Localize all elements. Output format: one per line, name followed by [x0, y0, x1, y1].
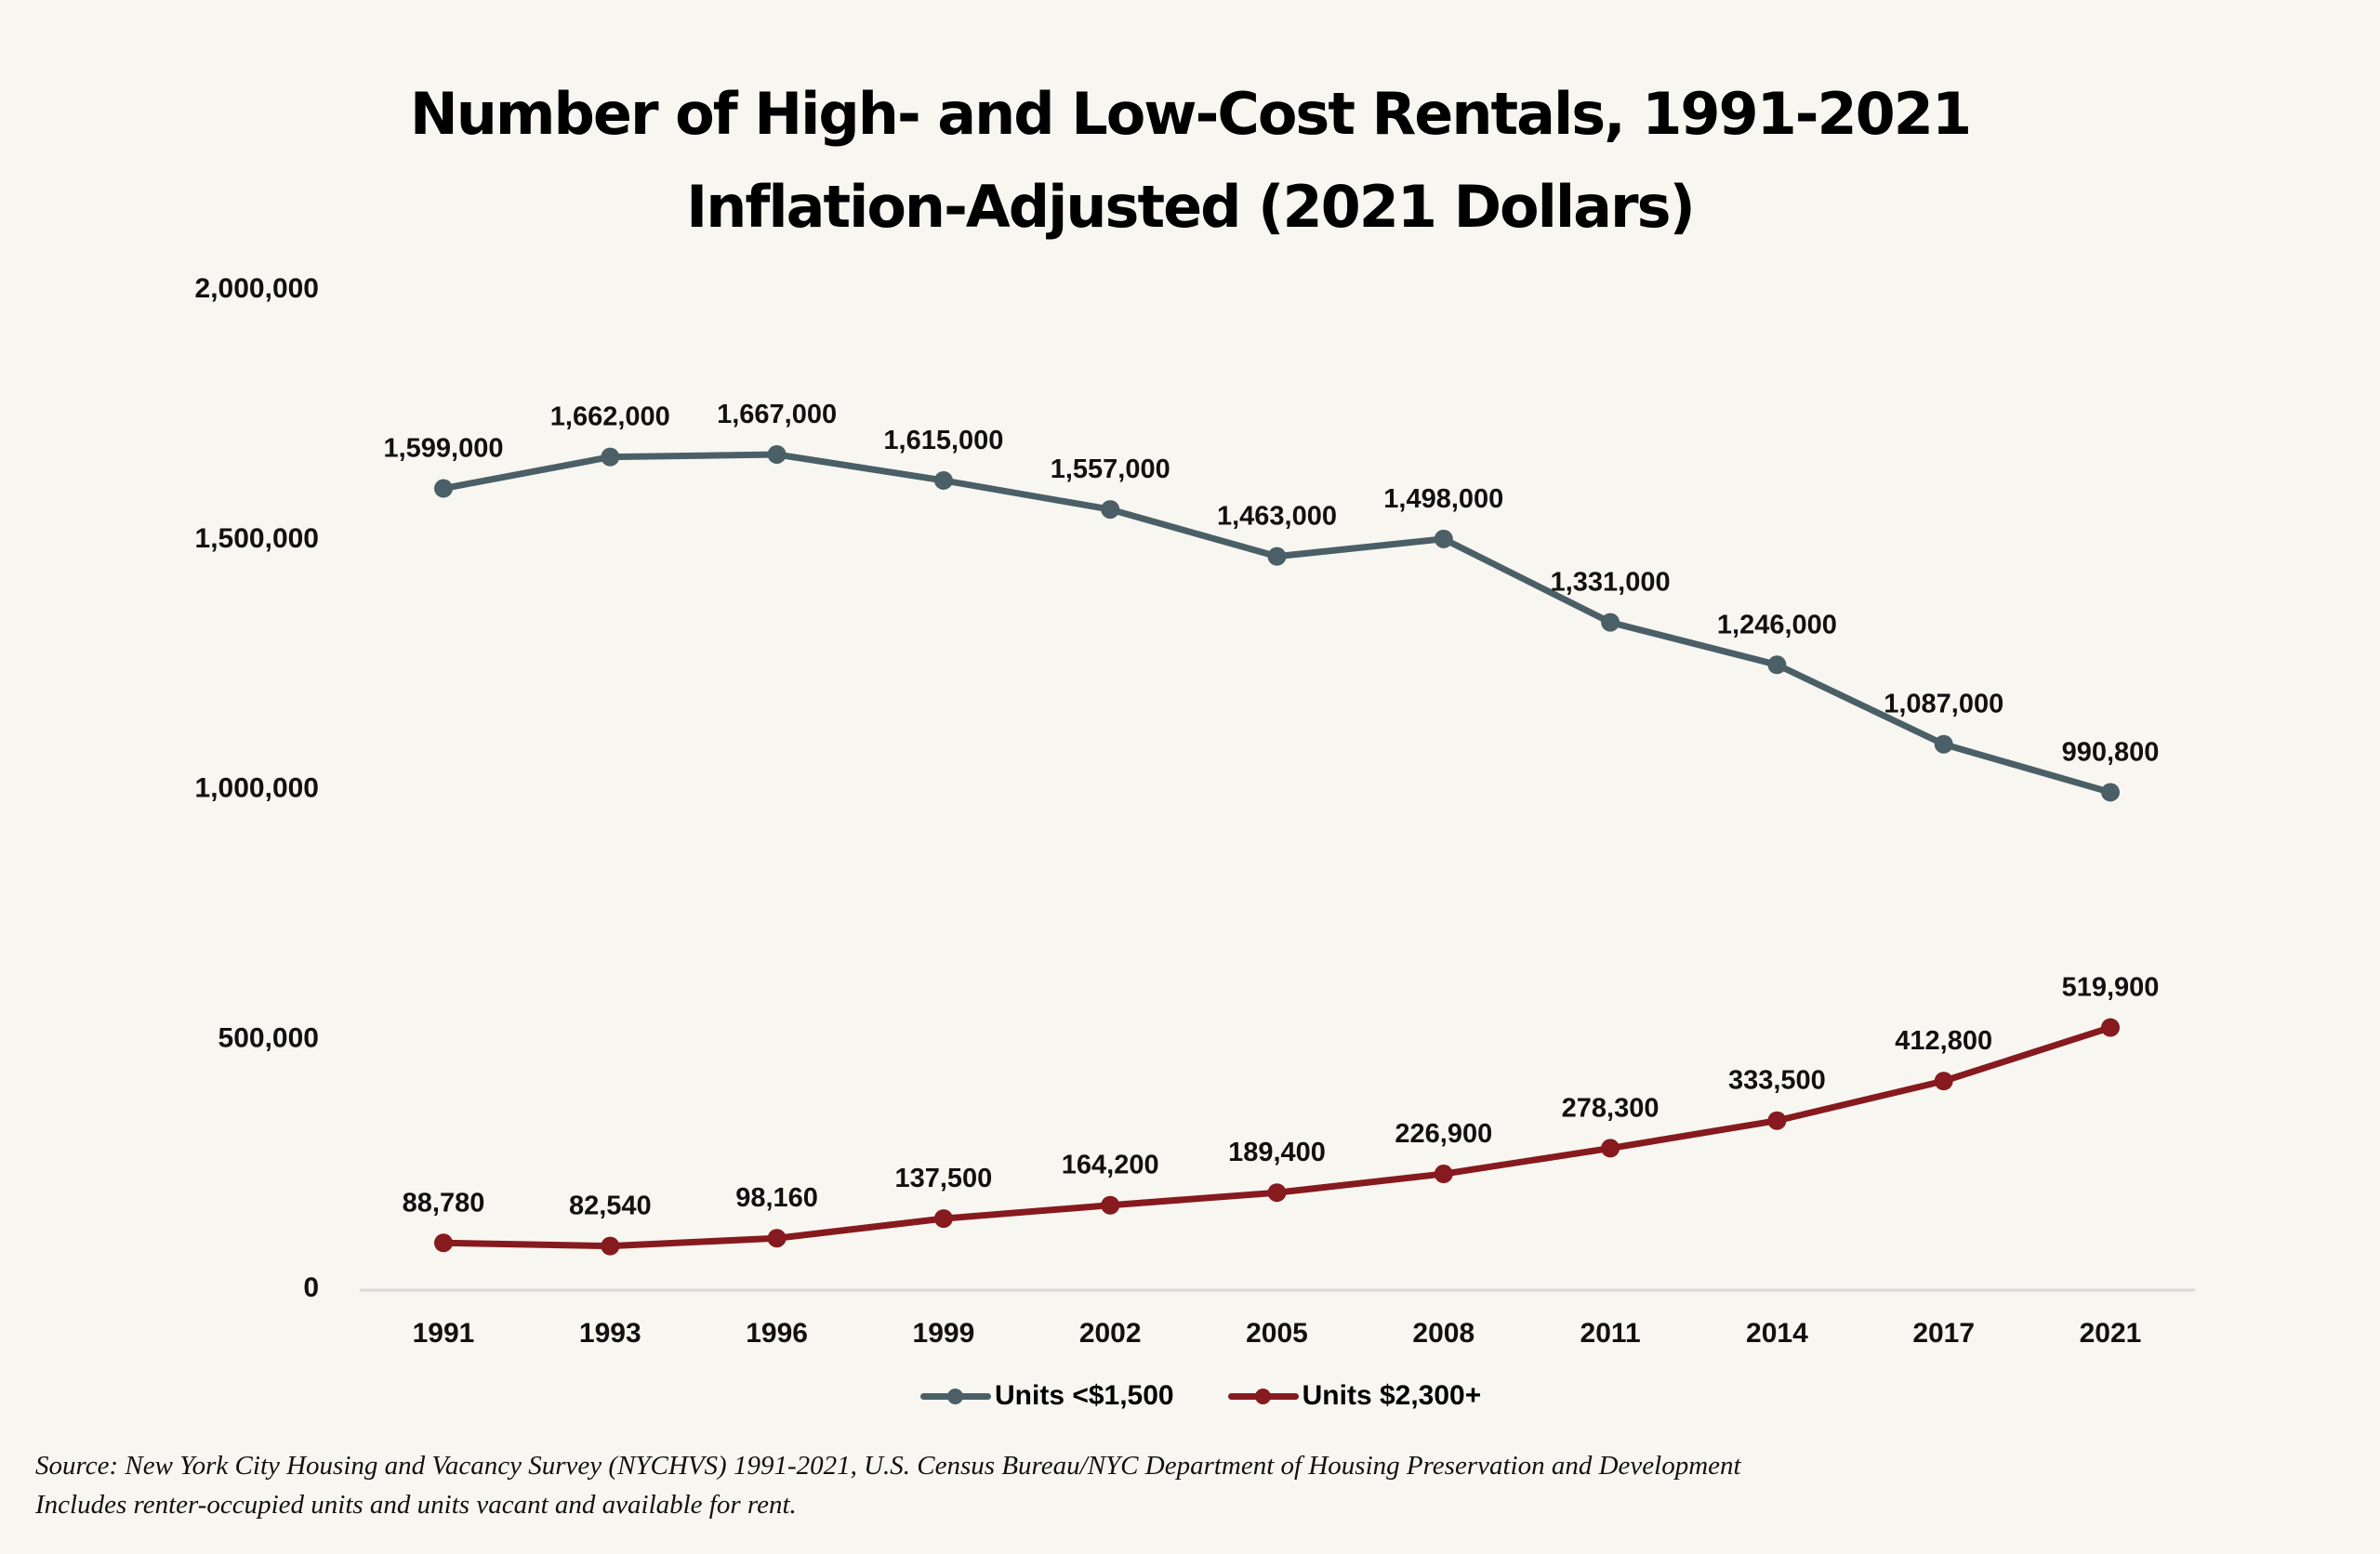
- data-label: 1,498,000: [1383, 484, 1503, 514]
- x-tick-label: 1991: [413, 1318, 475, 1349]
- data-label: 519,900: [2062, 973, 2160, 1003]
- data-label: 1,667,000: [717, 400, 837, 429]
- y-tick-label: 2,000,000: [195, 273, 319, 304]
- data-point[interactable]: [1601, 1139, 1620, 1158]
- data-point[interactable]: [2101, 1018, 2120, 1037]
- y-tick-label: 500,000: [218, 1022, 319, 1053]
- legend-marker: [1254, 1389, 1271, 1404]
- data-point[interactable]: [933, 470, 953, 490]
- data-point[interactable]: [1934, 734, 1953, 754]
- data-label: 1,557,000: [1051, 454, 1170, 484]
- data-point[interactable]: [601, 1236, 620, 1256]
- x-tick-label: 2017: [1912, 1318, 1975, 1349]
- x-tick-label: 2021: [2080, 1318, 2142, 1349]
- data-point[interactable]: [1767, 1111, 1787, 1130]
- data-label: 333,500: [1728, 1066, 1826, 1096]
- x-tick-label: 2014: [1746, 1318, 1808, 1349]
- y-axis: 0 500,000 1,000,000 1,500,000 2,000,000: [195, 273, 319, 1303]
- y-tick-label: 1,000,000: [195, 773, 319, 804]
- y-tick-label: 0: [303, 1272, 319, 1303]
- data-label: 226,900: [1395, 1119, 1492, 1149]
- series-layer: [434, 444, 2120, 1256]
- data-point[interactable]: [2101, 783, 2120, 802]
- legend-marker: [947, 1389, 963, 1404]
- x-tick-label: 1993: [579, 1318, 641, 1349]
- chart-title: Number of High- and Low-Cost Rentals, 19…: [409, 80, 1972, 148]
- x-tick-label: 1996: [746, 1318, 808, 1349]
- data-label: 1,331,000: [1551, 568, 1671, 598]
- data-point[interactable]: [1267, 547, 1287, 566]
- data-label: 98,160: [735, 1183, 818, 1213]
- x-axis: 1991 1993 1996 1999 2002 2005 2008 2011 2014 2017…: [413, 1318, 2142, 1349]
- data-label: 990,800: [2062, 737, 2160, 767]
- x-tick-label: 2005: [1246, 1318, 1308, 1349]
- data-point[interactable]: [933, 1209, 953, 1229]
- data-point[interactable]: [1434, 529, 1453, 548]
- data-point[interactable]: [434, 1233, 453, 1253]
- data-label: 1,087,000: [1884, 690, 2003, 719]
- data-point[interactable]: [767, 444, 787, 464]
- data-point[interactable]: [1934, 1072, 1953, 1091]
- data-label: 278,300: [1562, 1093, 1659, 1123]
- data-point[interactable]: [1101, 500, 1120, 520]
- series-line-1: [440, 1024, 2114, 1250]
- data-point[interactable]: [1267, 1183, 1287, 1203]
- legend-swatch-high-cost-icon: [1227, 1389, 1299, 1404]
- y-tick-label: 1,500,000: [195, 523, 319, 554]
- data-label: 1,599,000: [383, 434, 503, 464]
- data-point[interactable]: [1767, 655, 1787, 675]
- legend-swatch-low-cost-icon: [920, 1389, 991, 1404]
- legend-item-high-cost[interactable]: Units $2,300+: [1227, 1380, 1482, 1412]
- data-label: 137,500: [894, 1164, 992, 1193]
- legend-label: Units $2,300+: [1302, 1380, 1482, 1411]
- data-label: 1,662,000: [550, 402, 670, 432]
- data-point[interactable]: [434, 479, 453, 498]
- x-tick-label: 2008: [1412, 1318, 1474, 1349]
- data-label: 1,463,000: [1217, 502, 1337, 532]
- data-label: 82,540: [569, 1192, 652, 1221]
- data-point[interactable]: [1434, 1165, 1453, 1184]
- data-point[interactable]: [1101, 1195, 1120, 1215]
- legend-item-low-cost[interactable]: Units <$1,500: [920, 1380, 1174, 1412]
- data-label: 189,400: [1228, 1138, 1326, 1167]
- x-tick-label: 2011: [1580, 1318, 1641, 1349]
- legend: Units <$1,500 Units $2,300+: [920, 1376, 1481, 1416]
- footnote: Includes renter-occupied units and units…: [35, 1490, 797, 1520]
- data-label: 164,200: [1062, 1151, 1159, 1180]
- x-tick-label: 1999: [913, 1318, 975, 1349]
- x-tick-label: 2002: [1079, 1318, 1142, 1349]
- legend-label: Units <$1,500: [995, 1380, 1174, 1411]
- data-point[interactable]: [601, 447, 620, 467]
- data-label: 1,246,000: [1717, 610, 1837, 639]
- data-label: 88,780: [403, 1188, 485, 1218]
- data-label: 412,800: [1895, 1026, 1992, 1056]
- data-point[interactable]: [767, 1229, 787, 1248]
- data-point[interactable]: [1601, 612, 1620, 632]
- data-label: 1,615,000: [883, 426, 1003, 455]
- source-note: Source: New York City Housing and Vacanc…: [35, 1451, 1741, 1481]
- data-labels: 1,599,000 1,662,000 1,667,000 1,615,000 1,55…: [383, 400, 2159, 1221]
- chart-subtitle: Inflation-Adjusted (2021 Dollars): [686, 173, 1696, 241]
